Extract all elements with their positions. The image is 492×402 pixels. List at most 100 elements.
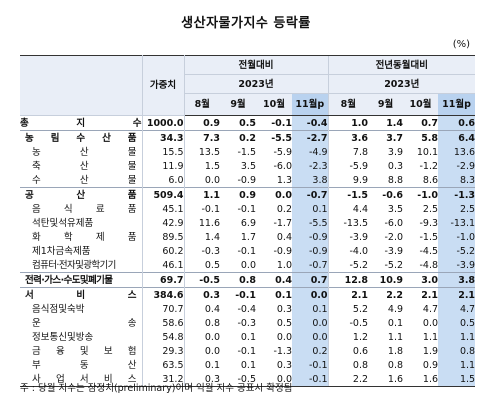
mom-cell: -0.9 (273, 245, 292, 257)
mom-cell: 0.4 (204, 303, 220, 315)
yoy-cell: 1.4 (368, 115, 404, 131)
header-year-mom: 2023년 (184, 74, 329, 94)
yoy-cell: -1.3 (438, 187, 476, 202)
yoy-cell: 1.1 (422, 331, 439, 343)
yoy-cell: -4.0 (327, 244, 369, 258)
mom-cell: -0.5 (184, 272, 220, 288)
weight-cell: 69.7 (142, 272, 185, 288)
weight-cell: 70.7 (142, 302, 185, 316)
yoy-cell: 2.2 (368, 287, 404, 302)
weight-cell: 31.2 (142, 372, 185, 387)
mom-cell: 0.0 (292, 330, 329, 344)
mom-cell: -0.3 (201, 245, 220, 257)
yoy-cell: 8.6 (422, 174, 439, 186)
mom-cell: 0.1 (204, 359, 220, 371)
table-row: 정보통신및방송 54.8 0.0 0.1 0.0 0.0 1.2 1.1 1.1 1.1 (20, 330, 476, 344)
yoy-cell: -1.0 (438, 230, 476, 244)
mom-cell: -0.7 (292, 187, 329, 202)
mom-cell: 0.1 (256, 287, 292, 302)
yoy-cell: -13.5 (327, 216, 369, 230)
mom-cell: -0.1 (292, 372, 329, 387)
yoy-cell: -1.0 (403, 187, 439, 202)
header-year-yoy: 2023년 (327, 74, 476, 94)
mom-cell: 1.3 (276, 174, 292, 186)
yoy-cell: 0.6 (327, 344, 369, 358)
mom-cell: -0.1 (220, 287, 256, 302)
header-month: 8월 (327, 93, 369, 116)
mom-cell: -0.1 (237, 345, 256, 357)
weight-cell: 15.5 (142, 145, 185, 159)
mom-cell: 0.1 (240, 359, 256, 371)
yoy-cell: 4.4 (327, 202, 369, 216)
mom-cell: 0.0 (240, 259, 256, 271)
table-row: 사 업 서 비 스 31.2 0.3 -0.5 0.0 -0.1 2.2 1.6 1.6 1.5 (20, 372, 476, 387)
yoy-cell: 13.6 (438, 145, 476, 159)
mom-cell: 0.8 (220, 272, 256, 288)
yoy-cell: 4.7 (438, 302, 476, 316)
mom-cell: 0.0 (292, 316, 329, 330)
yoy-cell: 12.8 (327, 272, 369, 288)
yoy-cell: 10.1 (416, 146, 439, 158)
mom-cell: 0.1 (292, 302, 329, 316)
yoy-cell: 8.8 (387, 174, 404, 186)
yoy-cell: 0.5 (438, 316, 476, 330)
weight-cell: 6.0 (142, 173, 185, 188)
footnote: 주 : 당월 지수는 잠정치(preliminary)이며 익월 지수 공표시 … (20, 383, 293, 394)
yoy-cell: 0.1 (387, 317, 404, 329)
header-month: 10월 (256, 93, 292, 116)
row-label: 농 산 물 (20, 145, 143, 159)
yoy-cell: -4.8 (419, 259, 439, 271)
yoy-cell: -0.6 (368, 187, 404, 202)
mom-cell: -0.5 (220, 372, 256, 387)
header-month: 10월 (403, 93, 439, 116)
table-row: 농 산 물 15.5 13.5 -1.5 -5.9 -4.9 7.8 3.9 10.1 13.6 (20, 145, 476, 159)
mom-cell: 1.0 (276, 259, 292, 271)
yoy-cell: 6.4 (438, 130, 476, 145)
mom-cell: 0.0 (276, 331, 292, 343)
yoy-cell: 8.3 (438, 173, 476, 188)
mom-cell: -1.3 (273, 345, 292, 357)
mom-cell: 0.5 (220, 115, 256, 131)
mom-cell: 0.7 (292, 272, 329, 288)
mom-cell: -5.5 (292, 216, 329, 230)
mom-cell: 0.2 (276, 203, 292, 215)
table-row: 전력·가스·수도및폐기물 69.7 -0.5 0.8 0.4 0.7 12.8 10.9 3.0… (20, 272, 476, 288)
yoy-cell: 0.7 (403, 115, 439, 131)
mom-cell: -0.1 (201, 203, 220, 215)
row-label: 사 업 서 비 스 (20, 372, 143, 387)
mom-cell: -1.5 (237, 146, 256, 158)
yoy-cell: 2.1 (327, 287, 369, 302)
row-label: 공 산 품 (20, 187, 143, 202)
mom-cell: 0.2 (292, 344, 329, 358)
header-weight: 가중치 (142, 55, 185, 116)
yoy-cell: -2.0 (384, 231, 404, 243)
row-label: 정보통신및방송 (20, 330, 143, 344)
yoy-cell: 3.8 (438, 272, 476, 288)
mom-cell: 0.5 (204, 259, 220, 271)
yoy-cell: 0.3 (387, 160, 404, 172)
yoy-cell: -5.2 (384, 259, 404, 271)
mom-cell: 0.0 (204, 345, 220, 357)
header-month: 9월 (220, 93, 256, 116)
header-month-current: 11월p (438, 93, 476, 116)
yoy-cell: -5.9 (327, 159, 369, 173)
yoy-cell: 1.0 (327, 115, 369, 131)
weight-cell: 54.8 (142, 330, 185, 344)
table-row: 운 송 58.6 0.8 -0.3 0.5 0.0 -0.5 0.1 0.0 0.5 (20, 316, 476, 330)
mom-cell: 0.8 (204, 317, 220, 329)
unit-label: (%) (452, 39, 470, 50)
row-label: 수 산 물 (20, 173, 143, 188)
weight-cell: 45.1 (142, 202, 185, 216)
mom-cell: 0.9 (184, 115, 220, 131)
yoy-cell: 1.1 (438, 358, 476, 372)
yoy-cell: 7.8 (327, 145, 369, 159)
header-mom: 전월대비 (184, 55, 329, 75)
yoy-cell: -3.9 (327, 230, 369, 244)
yoy-cell: -9.3 (419, 217, 439, 229)
weight-cell: 11.9 (142, 159, 185, 173)
table-row: 축 산 물 11.9 1.5 3.5 -6.0 -2.3 -5.9 0.3 -1.2 -2.9 (20, 159, 476, 173)
yoy-cell: 2.1 (438, 287, 476, 302)
yoy-cell: 0.0 (422, 317, 439, 329)
table-row: 컴퓨터·전자및광학기기 46.1 0.5 0.0 1.0 -0.7 -5.2 -5.2 -4.8… (20, 258, 476, 273)
row-label: 음식점및숙박 (20, 302, 143, 316)
